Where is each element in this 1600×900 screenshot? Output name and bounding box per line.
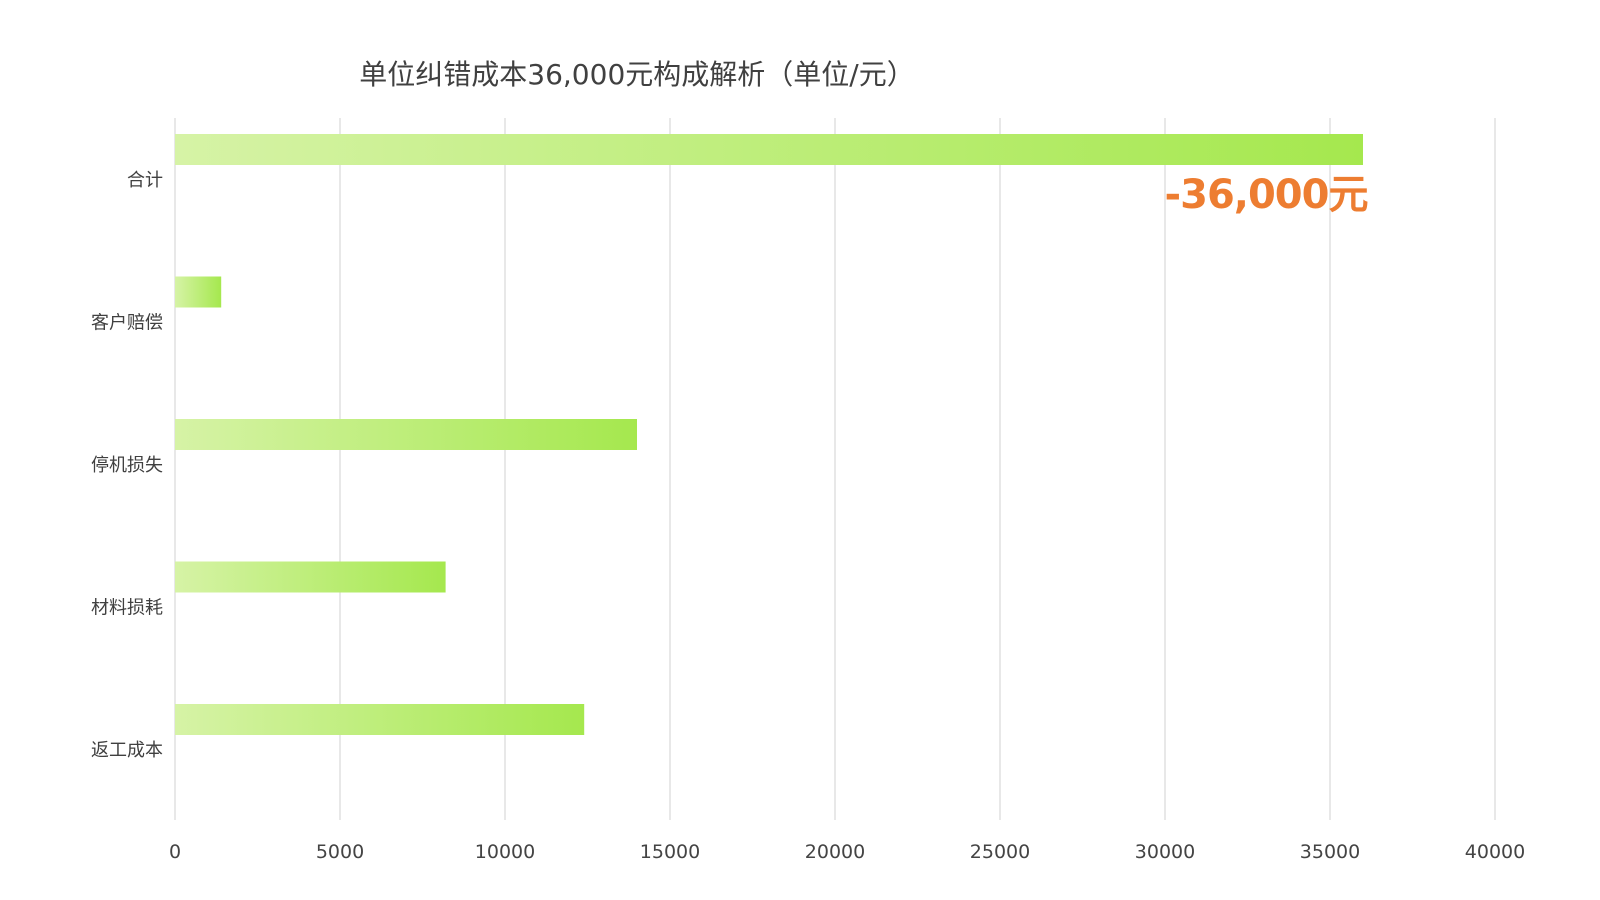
y-tick-label-合计: 合计 xyxy=(127,170,163,191)
y-tick-label-停机损失: 停机损失 xyxy=(91,455,163,476)
x-axis-labels: 0 5000 10000 15000 20000 25000 30000 35000 40000 xyxy=(169,841,1525,863)
x-tick-label-0: 0 xyxy=(169,841,181,863)
bar-停机损失 xyxy=(175,419,637,450)
x-tick-label-30000: 30000 xyxy=(1135,841,1195,863)
bars xyxy=(175,134,1363,735)
x-tick-label-15000: 15000 xyxy=(640,841,700,863)
bar-返工成本 xyxy=(175,704,585,735)
total-annotation: -36,000元 xyxy=(1165,172,1368,218)
grid-lines xyxy=(174,118,1496,820)
chart-title: 单位纠错成本36,000元构成解析（单位/元） xyxy=(359,58,914,91)
y-tick-label-返工成本: 返工成本 xyxy=(91,740,163,761)
x-tick-label-20000: 20000 xyxy=(805,841,865,863)
x-tick-label-35000: 35000 xyxy=(1300,841,1360,863)
bar-客户赔偿 xyxy=(175,276,222,308)
x-tick-label-10000: 10000 xyxy=(475,841,535,863)
y-tick-label-材料损耗: 材料损耗 xyxy=(91,598,163,619)
x-tick-label-5000: 5000 xyxy=(316,841,364,863)
y-tick-label-客户赔偿: 客户赔偿 xyxy=(91,313,163,334)
bar-合计 xyxy=(175,134,1363,165)
bar-材料损耗 xyxy=(175,561,446,593)
x-tick-label-40000: 40000 xyxy=(1465,841,1525,863)
x-tick-label-25000: 25000 xyxy=(970,841,1030,863)
